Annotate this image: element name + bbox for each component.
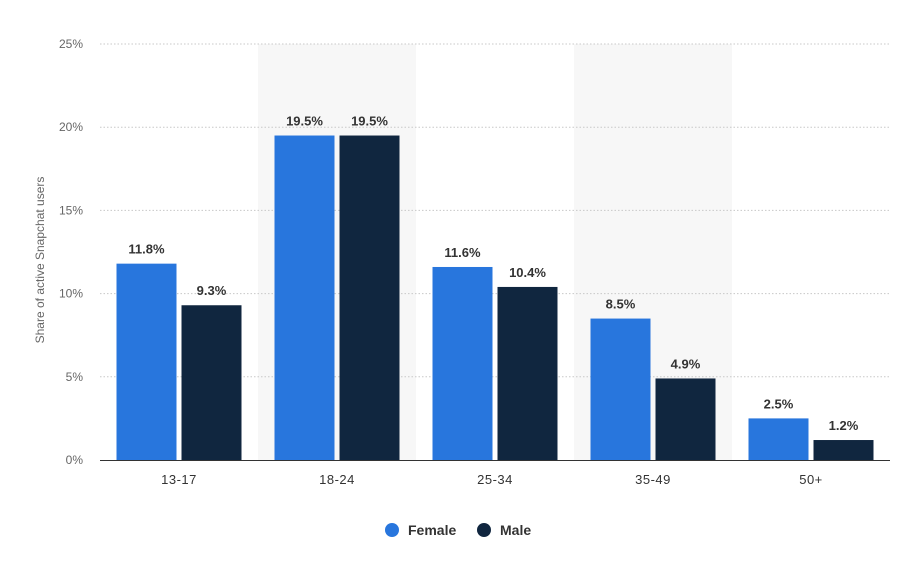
legend-label: Male <box>500 522 531 538</box>
legend-label: Female <box>408 522 456 538</box>
data-label: 11.8% <box>128 242 165 257</box>
gridlines <box>100 43 890 378</box>
bar-female <box>748 418 809 460</box>
data-label: 2.5% <box>764 396 794 411</box>
data-label: 4.9% <box>671 356 701 371</box>
data-label: 10.4% <box>509 265 546 280</box>
y-tick-label: 25% <box>59 37 83 51</box>
y-tick-label: 10% <box>59 287 83 301</box>
legend[interactable]: Female Male <box>385 522 531 538</box>
y-axis-ticks: 0% 5% 10% 15% 20% 25% <box>59 37 83 467</box>
bar-male <box>655 378 716 460</box>
x-category-label: 50+ <box>799 472 823 487</box>
y-axis-label: Share of active Snapchat users <box>33 177 47 344</box>
data-label: 11.6% <box>444 245 481 260</box>
data-label: 8.5% <box>606 297 636 312</box>
data-label: 1.2% <box>829 418 859 433</box>
data-label: 19.5% <box>351 114 388 129</box>
legend-marker <box>385 523 399 537</box>
data-labels: 11.8% 9.3% 19.5% 19.5% 11.6% 10.4% 8.5% 4.9% 2.5… <box>128 114 858 434</box>
data-label: 19.5% <box>286 114 323 129</box>
x-category-label: 25-34 <box>477 472 513 487</box>
bar-male <box>339 135 400 460</box>
legend-item-female[interactable]: Female <box>385 522 456 538</box>
y-tick-label: 0% <box>66 453 84 467</box>
y-tick-label: 15% <box>59 203 83 217</box>
x-category-label: 35-49 <box>635 472 671 487</box>
x-axis-categories: 13-17 18-24 25-34 35-49 50+ <box>161 472 823 487</box>
data-label: 9.3% <box>197 283 227 298</box>
bar-female <box>432 266 493 460</box>
bar-female <box>590 318 651 460</box>
legend-item-male[interactable]: Male <box>477 522 531 538</box>
y-tick-label: 5% <box>66 370 84 384</box>
bars <box>116 135 874 460</box>
bar-male <box>497 286 558 460</box>
x-category-label: 18-24 <box>319 472 355 487</box>
bar-male <box>181 305 242 460</box>
x-category-label: 13-17 <box>161 472 197 487</box>
bar-female <box>274 135 335 460</box>
bar-male <box>813 440 874 460</box>
bar-female <box>116 263 177 460</box>
y-tick-label: 20% <box>59 120 83 134</box>
legend-marker <box>477 523 491 537</box>
